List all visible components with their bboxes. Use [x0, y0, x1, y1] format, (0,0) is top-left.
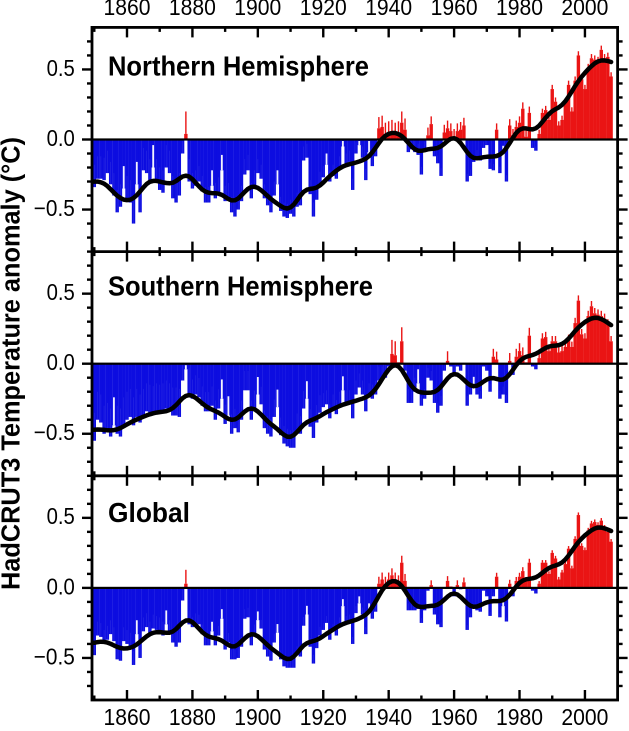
svg-text:−0.5: −0.5	[34, 643, 75, 669]
svg-text:0.0: 0.0	[47, 573, 75, 599]
svg-text:1940: 1940	[365, 0, 412, 20]
svg-text:1860: 1860	[104, 0, 151, 20]
svg-text:0.0: 0.0	[47, 125, 75, 151]
svg-text:2000: 2000	[561, 0, 608, 20]
svg-text:0.5: 0.5	[47, 279, 75, 305]
svg-text:1980: 1980	[496, 0, 543, 20]
svg-text:1880: 1880	[169, 704, 216, 726]
svg-text:1900: 1900	[234, 0, 281, 20]
svg-text:−0.5: −0.5	[34, 419, 75, 445]
svg-text:0.5: 0.5	[47, 503, 75, 529]
svg-text:1900: 1900	[234, 704, 281, 726]
svg-text:1960: 1960	[431, 0, 478, 20]
svg-text:1920: 1920	[300, 704, 347, 726]
svg-text:1880: 1880	[169, 0, 216, 20]
svg-text:1920: 1920	[300, 0, 347, 20]
svg-text:1980: 1980	[496, 704, 543, 726]
svg-text:HadCRUT3 Temperature anomaly (: HadCRUT3 Temperature anomaly (°C)	[0, 137, 26, 590]
svg-text:Northern Hemisphere: Northern Hemisphere	[108, 51, 369, 82]
svg-text:1860: 1860	[104, 704, 151, 726]
svg-text:0.0: 0.0	[47, 349, 75, 375]
svg-text:−0.5: −0.5	[34, 195, 75, 221]
svg-text:1960: 1960	[431, 704, 478, 726]
svg-text:Southern Hemisphere: Southern Hemisphere	[108, 271, 373, 302]
svg-text:0.5: 0.5	[47, 55, 75, 81]
svg-text:Global: Global	[108, 497, 190, 528]
svg-text:1940: 1940	[365, 704, 412, 726]
svg-text:2000: 2000	[561, 704, 608, 726]
